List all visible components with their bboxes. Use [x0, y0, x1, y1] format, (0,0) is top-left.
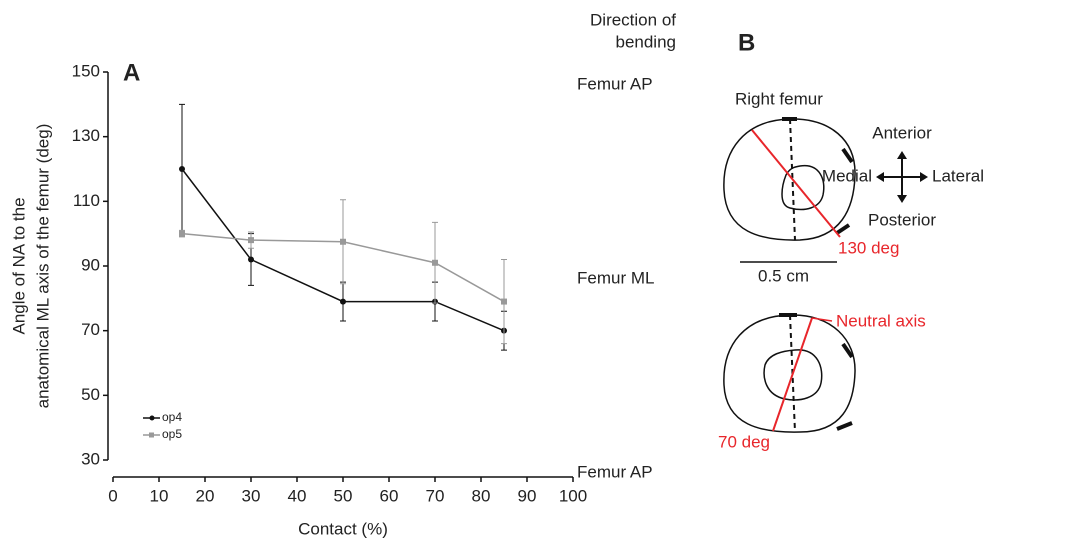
- direction-label: Anterior: [872, 123, 932, 142]
- angle-label: 130 deg: [838, 238, 899, 257]
- direction-label: Posterior: [868, 210, 936, 229]
- angle-label: 70 deg: [718, 432, 770, 451]
- y-tick-label: 50: [81, 385, 100, 404]
- marker: [501, 298, 507, 305]
- x-tick-label: 20: [196, 486, 215, 505]
- marker: [179, 166, 185, 172]
- x-tick-label: 40: [288, 486, 307, 505]
- cross-section-top: [723, 117, 856, 263]
- right-label: Femur AP: [577, 74, 653, 93]
- legend-marker: [149, 415, 155, 421]
- x-tick-label: 0: [108, 486, 117, 505]
- y-tick-label: 130: [72, 126, 100, 145]
- y-axis-label: Angle of NA to the: [9, 197, 28, 334]
- right-label: Femur AP: [577, 462, 653, 481]
- x-tick-label: 60: [380, 486, 399, 505]
- x-tick-label: 90: [518, 486, 537, 505]
- marker: [248, 237, 254, 244]
- y-tick-label: 110: [73, 191, 100, 210]
- right-title: Direction of: [590, 10, 676, 29]
- marker: [340, 298, 346, 305]
- panel-label: A: [123, 59, 140, 86]
- x-axis-label: Contact (%): [298, 519, 388, 538]
- x-tick-label: 100: [559, 486, 587, 505]
- marker: [179, 230, 185, 237]
- marker: [248, 256, 254, 263]
- direction-label: Lateral: [932, 166, 984, 185]
- legend-label: op5: [162, 427, 182, 441]
- cross-section-bottom: [723, 313, 856, 433]
- x-tick-label: 70: [426, 486, 445, 505]
- direction-label: Medial: [822, 166, 872, 185]
- y-axis-label: anatomical ML axis of the femur (deg): [33, 124, 52, 409]
- panel-label: B: [738, 29, 755, 56]
- y-tick-label: 70: [81, 320, 100, 339]
- x-tick-label: 10: [150, 486, 169, 505]
- scale-bar-label: 0.5 cm: [758, 266, 809, 285]
- y-tick-label: 90: [81, 255, 100, 274]
- y-tick-label: 30: [81, 449, 100, 468]
- legend-marker: [149, 432, 154, 438]
- x-tick-label: 30: [242, 486, 261, 505]
- right-title: bending: [615, 32, 676, 51]
- compass: [876, 151, 928, 203]
- marker: [340, 238, 346, 245]
- x-tick-label: 80: [472, 486, 491, 505]
- legend-label: op4: [162, 410, 182, 424]
- y-tick-label: 150: [72, 61, 100, 80]
- right-label: Femur ML: [577, 268, 654, 287]
- diagram-title: Right femur: [735, 89, 823, 108]
- marker: [432, 259, 438, 266]
- neutral-axis-label: Neutral axis: [836, 311, 926, 330]
- x-tick-label: 50: [334, 486, 353, 505]
